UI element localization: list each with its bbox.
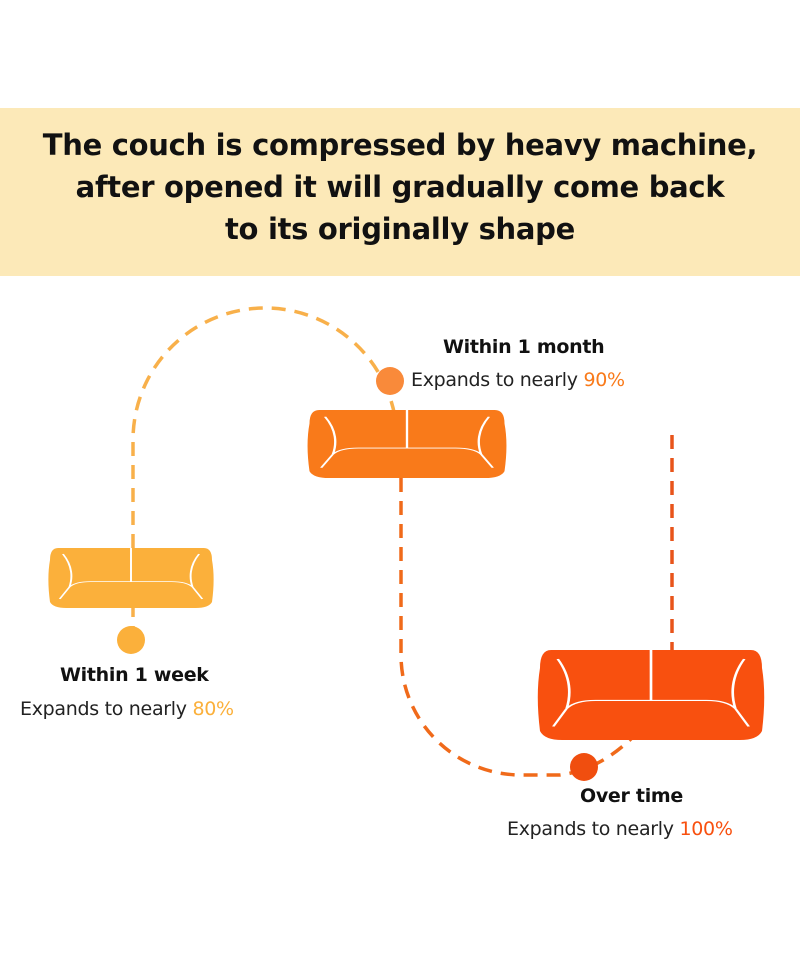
stage-1-percent: 80% [192,698,234,720]
dashed-path-2 [399,478,637,777]
sofa-100-percent [537,648,765,740]
stage-1-desc: Expands to nearly 80% [20,698,234,720]
title-line-3: to its originally shape [224,212,575,246]
stage-1-prefix: Expands to nearly [20,698,193,720]
stage-3-prefix: Expands to nearly [507,818,680,840]
stage-dot-3 [570,753,598,781]
stage-3-desc: Expands to nearly 100% [507,818,733,840]
stage-2-desc: Expands to nearly 90% [411,369,625,391]
stage-2-prefix: Expands to nearly [411,369,584,391]
stage-dot-1 [117,626,145,654]
header-banner [0,108,800,276]
sofa-80-percent [48,547,214,608]
sofa-90-percent [307,408,507,478]
stage-3-title: Over time [580,785,683,807]
stage-3-percent: 100% [679,818,733,840]
stage-1-title: Within 1 week [60,664,209,686]
title-line-2: after opened it will gradually come back [75,170,725,204]
title-line-1: The couch is compressed by heavy machine… [42,128,758,162]
dashed-path-1 [131,306,399,640]
stage-dot-2 [376,367,404,395]
stage-2-percent: 90% [583,369,625,391]
stage-2-title: Within 1 month [443,336,605,358]
